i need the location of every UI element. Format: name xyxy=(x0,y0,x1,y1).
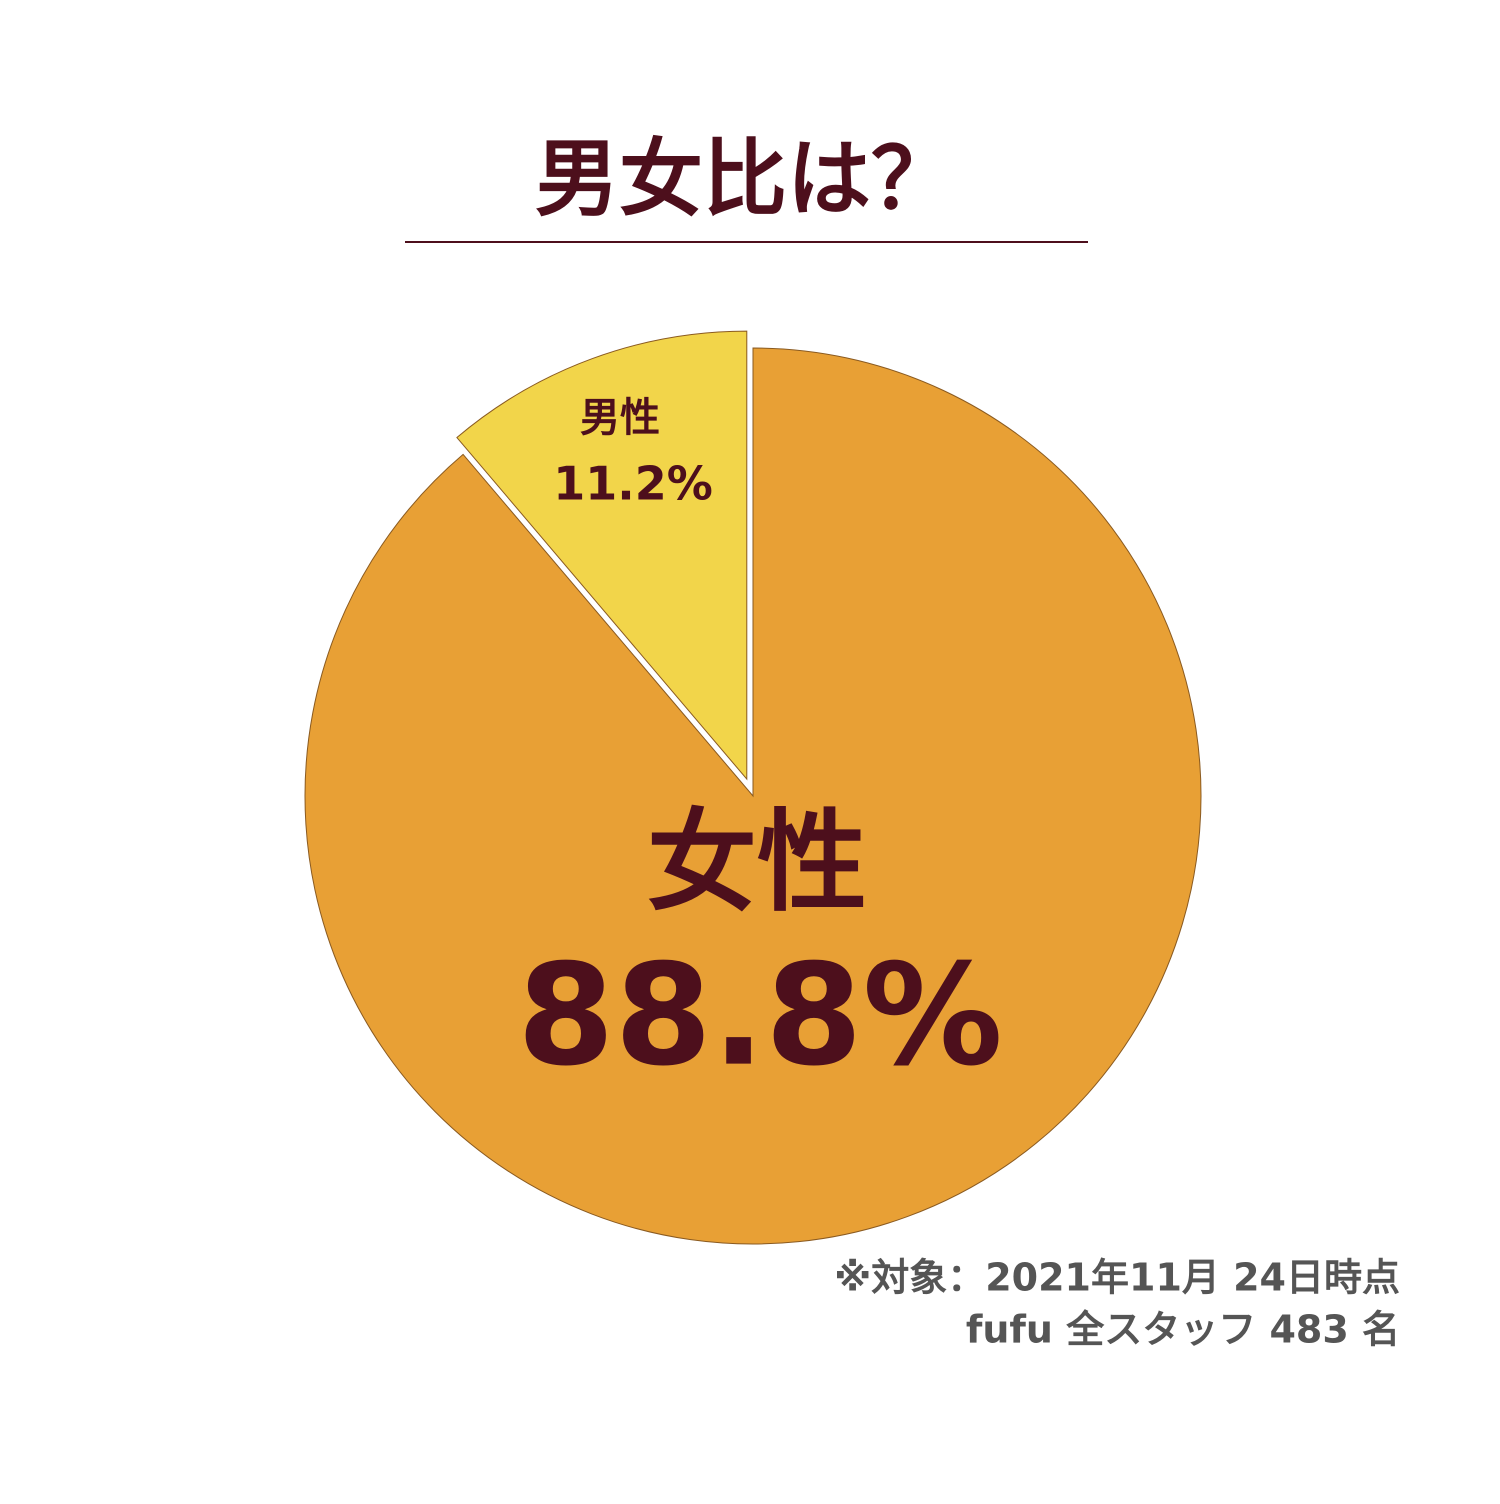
footnote: fufu 全スタッフ 483 名 xyxy=(966,1308,1400,1352)
slice-value-label: 11.2% xyxy=(553,457,713,511)
footnote: ※対象：2021年11月 24日時点 xyxy=(834,1256,1400,1300)
slice-category-label: 男性 xyxy=(580,395,660,441)
slice-value-label: 88.8% xyxy=(517,935,1003,1098)
slice-category-label: 女性 xyxy=(647,798,867,926)
pie-slice xyxy=(304,347,1202,1245)
chart-title: 男女比は？ xyxy=(535,130,955,228)
pie-slice xyxy=(456,330,748,781)
